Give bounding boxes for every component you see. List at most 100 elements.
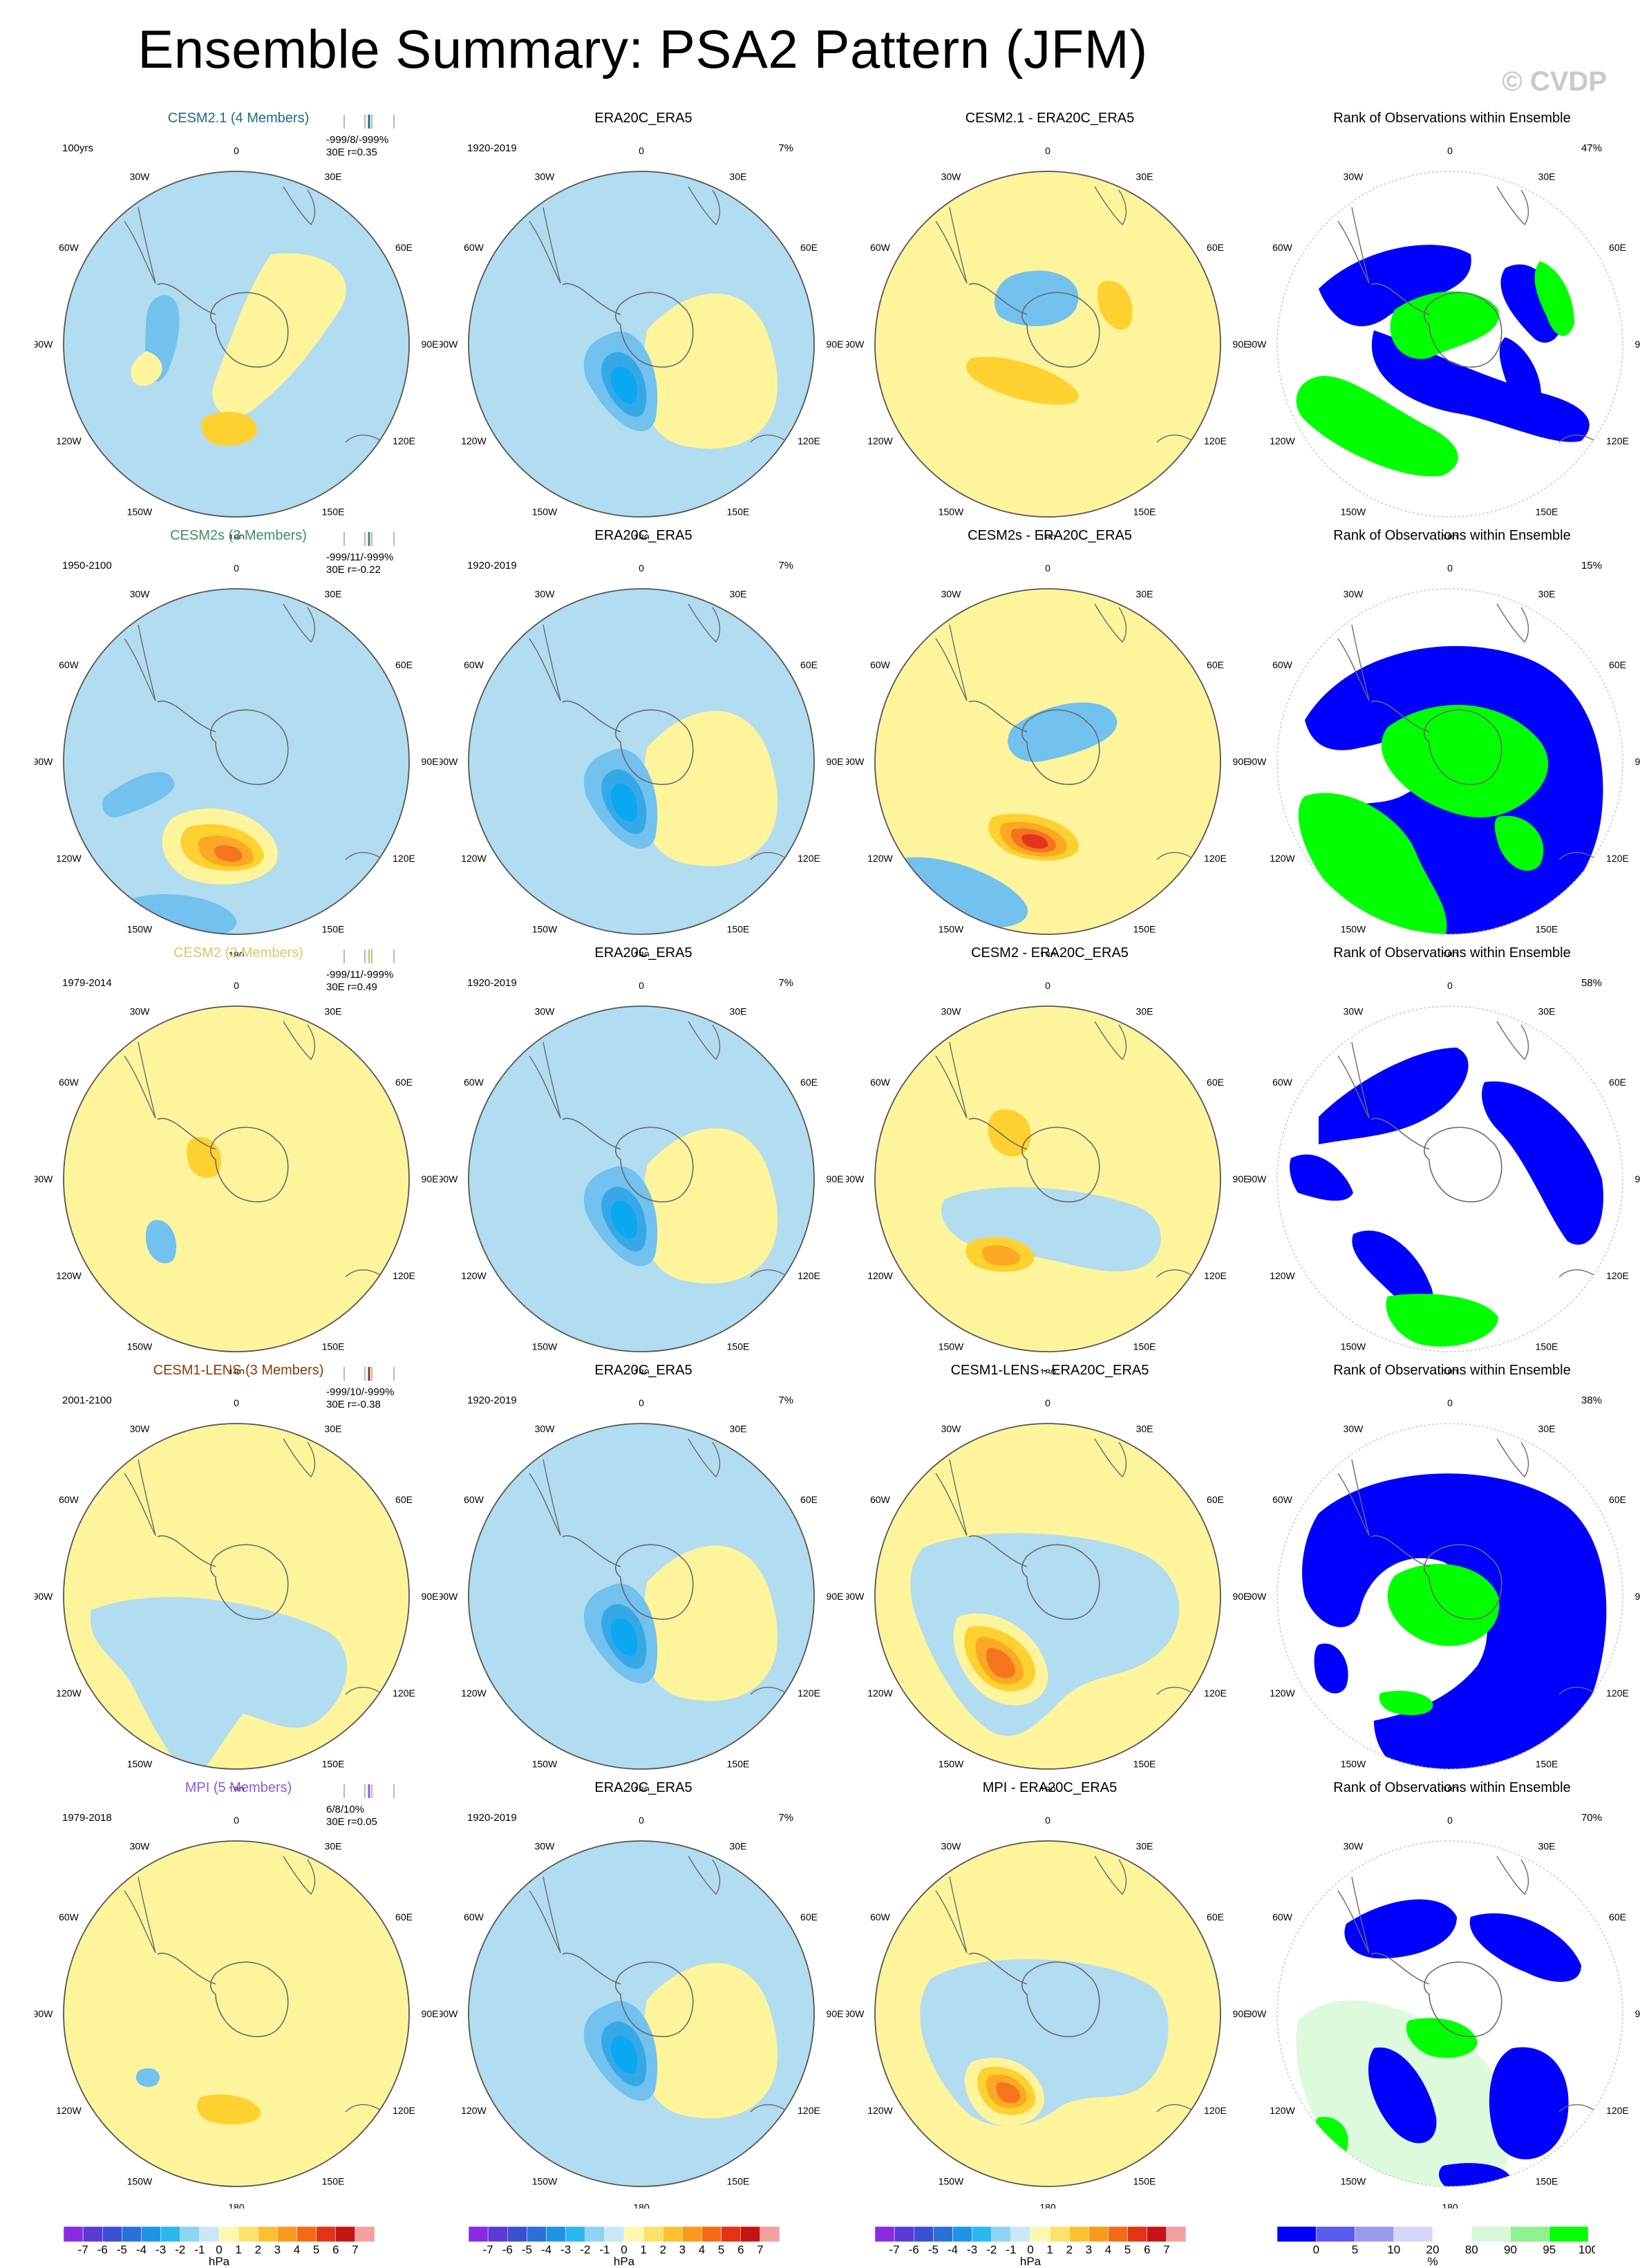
longitude-label: 120E (393, 1270, 415, 1281)
contour-region (642, 1128, 778, 1284)
africa-outline (1496, 1438, 1529, 1478)
longitude-label: 60W (870, 1077, 891, 1088)
longitude-label: 120E (393, 435, 415, 446)
longitude-label: 150E (322, 1759, 345, 1770)
colorbar-swatch (914, 2227, 934, 2242)
colorbar-tick-label: -5 (928, 2243, 939, 2256)
colorbar-swatch (199, 2227, 220, 2242)
contour-region (1302, 1473, 1607, 1769)
longitude-label: 120E (1606, 2105, 1629, 2116)
obs-panel: ERA20C_ERA5 0 30E 60E 90E 120E 150E 180 150W 120W… (440, 945, 847, 1374)
colorbar-unit: hPa (614, 2255, 635, 2268)
antarctica-outline (1424, 1961, 1502, 2037)
longitude-label: 30E (1538, 171, 1556, 182)
colorbar-swatch (1276, 2227, 1317, 2242)
longitude-label: 120W (56, 2105, 82, 2116)
stats-line-2: 30E r=-0.22 (326, 564, 381, 576)
south-america-outline (124, 1876, 156, 1954)
colorbar-swatch (701, 2227, 722, 2242)
longitude-label: 30W (1344, 1006, 1364, 1017)
longitude-label: 150W (939, 924, 964, 935)
colorbar-swatch (468, 2227, 489, 2242)
longitude-label: 180 (228, 2202, 245, 2209)
longitude-label: 120E (1204, 2105, 1227, 2116)
longitude-label: 90W (1248, 1173, 1267, 1184)
longitude-label: 150W (532, 2176, 558, 2187)
model-map-svg: 0 30E 60E 90E 120E 150E 180 150W 120W 90W 60W 30W (35, 1815, 438, 2209)
longitude-label: 180 (228, 949, 245, 956)
contour-region (610, 783, 638, 822)
longitude-label: 120E (1204, 435, 1227, 446)
longitude-label: 120E (1606, 853, 1629, 864)
longitude-label: 60E (800, 659, 818, 670)
longitude-label: 180 (1039, 1367, 1056, 1374)
obs-map-svg: 0 30E 60E 90E 120E 150E 180 150W 120W 90W 60W 30W (440, 980, 843, 1374)
colorbar-swatch (740, 2227, 761, 2242)
longitude-label: 90E (422, 1591, 439, 1602)
period-label: 1920-2019 (467, 977, 517, 989)
rank-panel: Rank of Observations within Ensemble 0 30E… (1248, 1363, 1640, 1791)
contour-region (1344, 1899, 1457, 1958)
contour-region (994, 270, 1079, 326)
longitude-label: 150E (1536, 924, 1558, 935)
colorbar-tick-label: 3 (679, 2243, 686, 2256)
colorbar-tick-label: -5 (522, 2243, 532, 2256)
period-label: 1979-2018 (62, 1812, 112, 1824)
longitude-label: 90E (827, 2008, 844, 2019)
longitude-label: 60E (1609, 1911, 1626, 1922)
longitude-label: 60W (59, 242, 79, 253)
peninsula-outline (968, 1117, 1028, 1150)
panel-title: Rank of Observations within Ensemble (1333, 1780, 1571, 1795)
colorbar-swatch (487, 2227, 508, 2242)
longitude-label: 90W (1248, 1591, 1267, 1602)
colorbar-swatch (1127, 2227, 1147, 2242)
stats-line-1: -999/11/-999% (326, 551, 394, 563)
longitude-label: 90E (1635, 339, 1640, 350)
contour-region (986, 1647, 1015, 1679)
contour-region (1298, 793, 1447, 934)
longitude-label: 120E (798, 435, 820, 446)
longitude-label: 0 (1045, 1815, 1050, 1826)
rank-map-svg: 0 30E 60E 90E 120E 150E 180 150W 120W 90W 60W 30W (1248, 1815, 1640, 2209)
longitude-label: 180 (633, 1784, 650, 1791)
longitude-label: 150W (127, 924, 153, 935)
longitude-label: 60E (1609, 659, 1626, 670)
longitude-label: 90E (827, 1591, 844, 1602)
colorbar-tick-label: 2 (1066, 2243, 1073, 2256)
colorbar-swatch (1510, 2227, 1549, 2242)
longitude-label: 150W (532, 1341, 558, 1352)
colorbar-swatch (316, 2227, 336, 2242)
south-america-outline (124, 1459, 156, 1536)
colorbar-swatch (1088, 2227, 1109, 2242)
stats-line-1: 6/8/10% (326, 1804, 365, 1815)
longitude-label: 30E (730, 589, 747, 600)
map-frame-circle (874, 1840, 1221, 2187)
longitude-label: 0 (1447, 145, 1453, 156)
contour-region (966, 357, 1079, 405)
contour-region (642, 293, 778, 449)
peninsula-outline (562, 283, 621, 315)
longitude-label: 120E (393, 853, 415, 864)
map-frame-circle (1276, 1840, 1623, 2187)
colorbar-swatch (623, 2227, 644, 2242)
colorbar-swatch (1147, 2227, 1167, 2242)
longitude-label: 90W (440, 339, 458, 350)
colorbar-swatch (933, 2227, 953, 2242)
longitude-label: 0 (1447, 1815, 1453, 1826)
colorbar-tick-label: -6 (502, 2243, 513, 2256)
africa-outline (1496, 603, 1529, 643)
longitude-label: 120W (461, 1688, 487, 1699)
colorbar-tick-label: -4 (541, 2243, 552, 2256)
diff-map-svg: 0 30E 60E 90E 120E 150E 180 150W 120W 90W 60W 30W (846, 1397, 1250, 1791)
peninsula-outline (1370, 283, 1430, 315)
colorbar-tick-label: 5 (1124, 2243, 1131, 2256)
colorbar-swatch (102, 2227, 122, 2242)
colorbar-tick-label: 2 (255, 2243, 261, 2256)
longitude-label: 150W (1341, 2176, 1366, 2187)
south-america-outline (529, 1876, 561, 1954)
longitude-label: 30W (941, 171, 962, 182)
colorbar-tick-label: 6 (332, 2243, 339, 2256)
longitude-label: 0 (234, 1815, 239, 1826)
longitude-label: 150E (1536, 1759, 1558, 1770)
antarctica-outline (615, 1544, 694, 1620)
